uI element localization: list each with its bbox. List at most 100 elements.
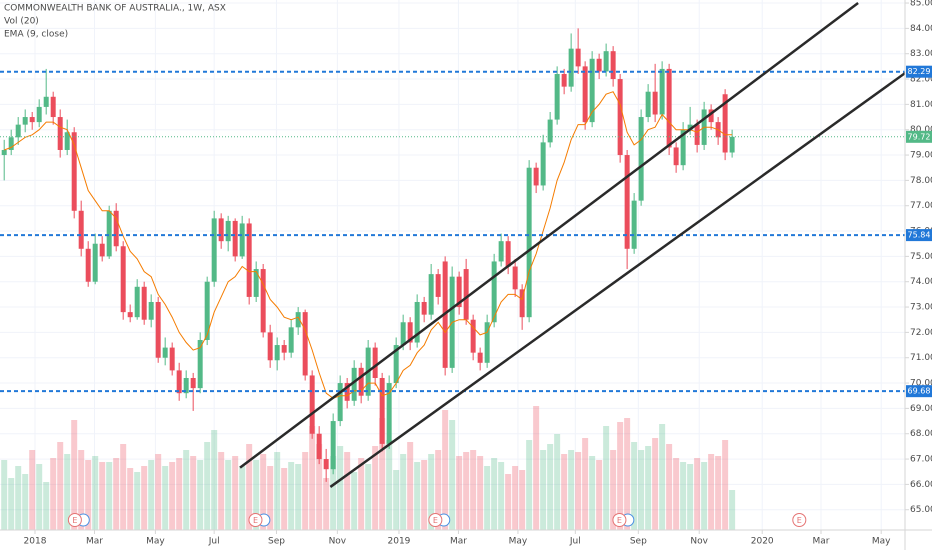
candle-body bbox=[659, 68, 665, 115]
price-pane bbox=[0, 2, 905, 488]
volume-bar bbox=[92, 456, 99, 530]
candle-body bbox=[71, 132, 77, 211]
volume-bar bbox=[512, 466, 519, 530]
volume-bar bbox=[134, 472, 141, 530]
candle-body bbox=[729, 136, 735, 153]
volume-bar bbox=[708, 454, 715, 530]
volume-bar bbox=[379, 418, 386, 530]
candle-body bbox=[491, 261, 497, 323]
candle-body bbox=[638, 117, 644, 201]
earnings-marker bbox=[67, 513, 82, 527]
candle-body bbox=[568, 48, 574, 87]
volume-bar bbox=[197, 460, 204, 530]
y-tick-label: 80.00 bbox=[910, 125, 932, 135]
y-tick-label: 69.00 bbox=[910, 404, 932, 414]
candle-body bbox=[85, 248, 91, 282]
volume-bar bbox=[582, 438, 589, 530]
volume-bar bbox=[561, 454, 568, 530]
volume-bar bbox=[407, 442, 414, 530]
candle-body bbox=[50, 96, 56, 118]
candle-body bbox=[148, 301, 154, 320]
y-tick-label: 75.00 bbox=[910, 252, 932, 262]
x-tick-label: 2020 bbox=[751, 537, 774, 547]
x-tick-label: Sep bbox=[630, 537, 647, 547]
volume-bar bbox=[323, 478, 330, 530]
candle-body bbox=[407, 322, 413, 343]
volume-bar bbox=[71, 420, 78, 530]
candle-body bbox=[575, 48, 581, 67]
earnings-label: E bbox=[253, 516, 258, 525]
candle-body bbox=[302, 312, 308, 376]
volume-bar bbox=[421, 460, 428, 530]
candle-body bbox=[582, 66, 588, 123]
candle-body bbox=[260, 269, 266, 333]
volume-bar bbox=[218, 452, 225, 530]
candle-body bbox=[169, 347, 175, 371]
indicator-label: EMA (9, close) bbox=[4, 30, 68, 40]
candle-body bbox=[624, 155, 630, 249]
candle-body bbox=[113, 210, 119, 247]
y-tick-label: 68.00 bbox=[910, 429, 932, 439]
trend-line bbox=[329, 71, 905, 488]
earnings-marker bbox=[792, 513, 807, 527]
chart-title: COMMONWEALTH BANK OF AUSTRALIA., 1W, ASX bbox=[4, 4, 226, 14]
volume-bar bbox=[722, 440, 729, 530]
volume-bar bbox=[106, 462, 113, 530]
volume-bar bbox=[204, 442, 211, 530]
volume-bar bbox=[505, 474, 512, 530]
candle-body bbox=[540, 142, 546, 186]
x-tick-label: Mar bbox=[86, 537, 103, 547]
ema-line bbox=[4, 91, 733, 399]
volume-bar bbox=[190, 456, 197, 530]
level-label-box bbox=[906, 229, 932, 242]
volume-bar bbox=[309, 426, 316, 530]
volume-bar bbox=[169, 462, 176, 530]
volume-bar bbox=[470, 450, 477, 530]
volume-bar bbox=[568, 450, 575, 530]
candle-body bbox=[687, 124, 693, 130]
volume-bar bbox=[463, 452, 470, 530]
volume-bar bbox=[596, 460, 603, 530]
earnings-marker bbox=[428, 513, 443, 527]
candle-body bbox=[379, 377, 385, 444]
candle-body bbox=[477, 352, 483, 363]
volume-bar bbox=[400, 454, 407, 530]
candle-body bbox=[463, 269, 469, 320]
candle-body bbox=[610, 51, 616, 80]
candle-body bbox=[295, 312, 301, 328]
volume-bar bbox=[435, 450, 442, 530]
candle-body bbox=[316, 433, 322, 460]
candle-body bbox=[190, 377, 196, 389]
candle-body bbox=[232, 220, 238, 257]
candle-body bbox=[78, 210, 84, 249]
candle-body bbox=[22, 117, 28, 125]
volume-bar bbox=[8, 478, 15, 530]
candle-body bbox=[218, 218, 224, 242]
volume-bar bbox=[253, 460, 260, 530]
volume-bar bbox=[673, 458, 680, 530]
candle-body bbox=[351, 367, 357, 401]
volume-bar bbox=[274, 452, 281, 530]
volume-bar bbox=[176, 458, 183, 530]
candle-body bbox=[253, 269, 259, 297]
candle-body bbox=[134, 286, 140, 318]
y-tick-label: 85.00 bbox=[910, 0, 932, 9]
volume-bar bbox=[414, 462, 421, 530]
candle-body bbox=[596, 58, 602, 72]
y-tick-label: 77.00 bbox=[910, 201, 932, 211]
volume-bar bbox=[645, 446, 652, 530]
volume-bar bbox=[36, 464, 43, 530]
volume-bar bbox=[288, 462, 295, 530]
candle-body bbox=[421, 301, 427, 315]
candle-body bbox=[673, 147, 679, 166]
y-tick-label: 67.00 bbox=[910, 455, 932, 465]
candle-body bbox=[484, 322, 490, 363]
candle-body bbox=[267, 332, 273, 361]
candle-body bbox=[393, 345, 399, 384]
candle-body bbox=[561, 73, 567, 87]
volume-bar bbox=[715, 456, 722, 530]
candle-body bbox=[162, 347, 168, 358]
candle-body bbox=[281, 345, 287, 353]
candle-body bbox=[414, 301, 420, 343]
volume-bar bbox=[365, 464, 372, 530]
